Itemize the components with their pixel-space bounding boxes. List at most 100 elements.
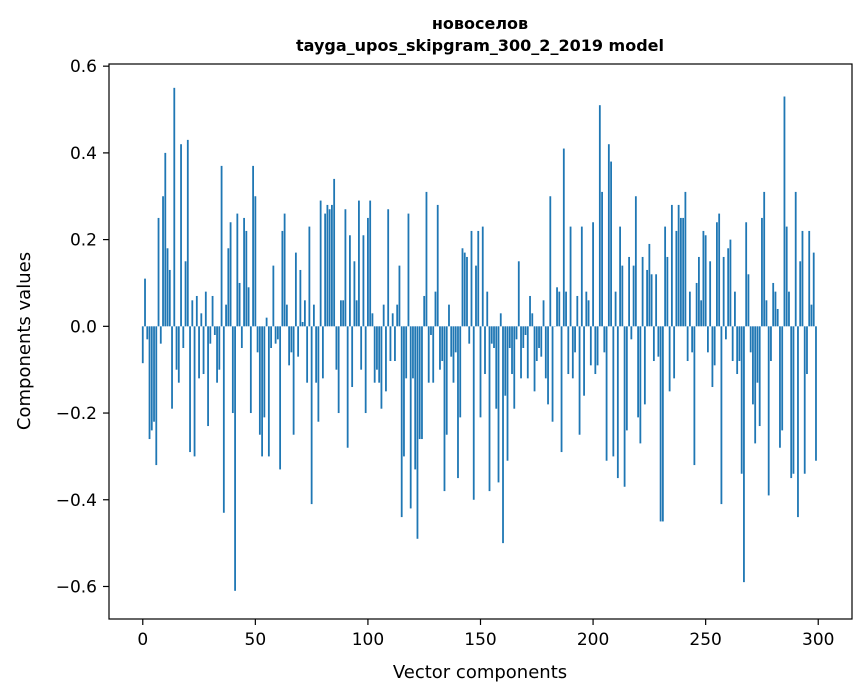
bar [326, 204, 329, 327]
chart-title: новоселов [432, 14, 528, 33]
bar [288, 326, 291, 366]
bar [693, 326, 696, 466]
bar [490, 326, 493, 344]
bar [707, 326, 709, 353]
bar [756, 326, 759, 383]
bar [668, 326, 671, 392]
bar [585, 291, 588, 327]
bar [661, 326, 664, 522]
bar [538, 326, 540, 348]
bar [443, 326, 446, 492]
bar [216, 326, 218, 383]
bar [310, 326, 313, 505]
x-tick-label: 150 [464, 630, 496, 650]
bar [621, 265, 624, 327]
bar [641, 256, 644, 327]
bar [614, 291, 617, 327]
bar [157, 217, 160, 327]
x-tick-label: 100 [352, 630, 384, 650]
bar [628, 256, 630, 327]
bar [526, 326, 529, 379]
bar [445, 326, 448, 435]
bar [292, 326, 295, 435]
bar [175, 326, 178, 370]
bar [198, 326, 200, 379]
bar [236, 213, 239, 327]
bar [290, 326, 293, 353]
bar [632, 265, 635, 327]
y-tick-label: −0.4 [56, 491, 97, 511]
bar [189, 326, 191, 453]
bar [686, 326, 689, 362]
bar [430, 326, 432, 335]
bar [616, 326, 619, 479]
bar [337, 326, 340, 414]
bar [146, 326, 149, 340]
bar [702, 230, 705, 327]
bar [371, 313, 374, 327]
bar [412, 326, 414, 379]
bar [477, 230, 480, 327]
bar [531, 313, 534, 327]
x-tick-label: 200 [577, 630, 609, 650]
bar [225, 304, 227, 327]
bar [234, 326, 236, 591]
bar [646, 269, 649, 327]
bar [484, 326, 486, 375]
bar [731, 326, 734, 362]
bar [200, 313, 203, 327]
bar [351, 326, 354, 388]
bar [240, 326, 243, 348]
bar [378, 326, 381, 383]
bar [716, 222, 718, 327]
bar [254, 196, 257, 327]
bar [803, 326, 806, 474]
bar [675, 230, 678, 327]
bar-series [141, 87, 817, 591]
bar [454, 326, 457, 353]
bar [274, 326, 277, 344]
bar [155, 326, 158, 466]
bar [301, 321, 304, 327]
bar [495, 326, 498, 409]
y-axis: −0.6 −0.4 −0.2 0.0 0.2 0.4 0.6 [56, 57, 109, 597]
bar [317, 326, 320, 422]
bar [213, 326, 216, 335]
bar [752, 326, 754, 405]
bar [331, 204, 333, 327]
bar [524, 326, 527, 335]
bar [461, 248, 464, 327]
bar [797, 326, 799, 518]
bar [173, 87, 176, 327]
bar [650, 274, 653, 327]
bar [592, 222, 594, 327]
bar [648, 243, 651, 327]
bar [810, 304, 813, 327]
bar [630, 326, 633, 340]
bar [468, 326, 471, 344]
y-tick-label: 0.4 [70, 144, 97, 164]
bar [238, 282, 241, 327]
bar [245, 230, 248, 327]
bar [738, 326, 741, 362]
bar [360, 326, 363, 370]
bar [222, 326, 225, 513]
bar [666, 256, 669, 327]
bar [186, 139, 189, 327]
x-tick-label: 50 [245, 630, 267, 650]
bar [141, 326, 144, 364]
bar [598, 105, 601, 327]
bar [670, 204, 673, 327]
bar [718, 213, 721, 327]
bar [754, 326, 757, 444]
bar [704, 235, 707, 327]
bar [522, 326, 525, 348]
bar [709, 261, 712, 327]
bar [256, 326, 259, 353]
bar [542, 300, 545, 327]
bar [407, 213, 410, 327]
y-tick-label: 0.0 [70, 317, 97, 337]
bar [625, 326, 628, 431]
bar [695, 282, 698, 327]
